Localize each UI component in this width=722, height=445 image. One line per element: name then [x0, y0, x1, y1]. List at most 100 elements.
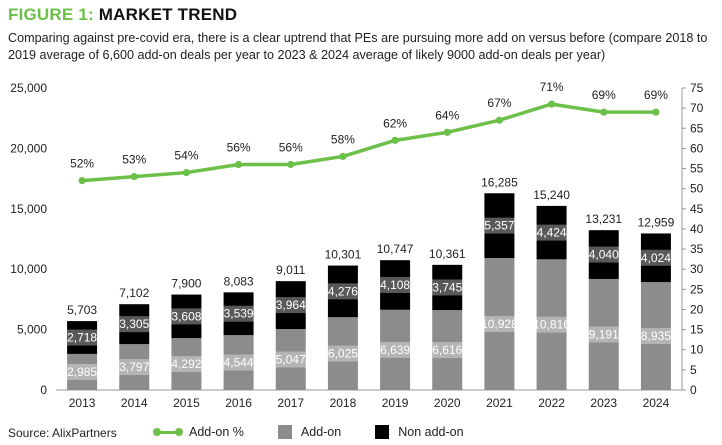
y-right-tick-label: 65	[690, 121, 704, 135]
x-tick-label: 2022	[538, 396, 565, 410]
data-label-nonaddon-box	[427, 279, 467, 296]
line-addon-pct	[81, 102, 656, 183]
data-label-addon-box	[323, 345, 363, 362]
line-point-addon-pct	[339, 152, 347, 161]
data-label-total: 10,301	[325, 248, 362, 262]
data-label-total: 10,747	[377, 242, 414, 256]
data-label-nonaddon-box	[62, 329, 102, 346]
y-left-tick-label: 0	[40, 383, 47, 397]
y-right-tick-label: 30	[690, 262, 704, 276]
data-label-nonaddon-box	[532, 224, 572, 241]
data-label-total: 8,083	[224, 274, 254, 288]
data-label-nonaddon-box	[219, 305, 259, 322]
y-right-tick-label: 15	[690, 323, 704, 337]
bar-nonaddon	[119, 304, 150, 345]
data-label-addon-box	[584, 326, 624, 343]
y-left-tick-label: 10,000	[10, 262, 47, 276]
data-label-addon: 10,928	[481, 317, 518, 331]
legend-label-addon: Add-on	[300, 425, 342, 439]
y-right-tick-label: 5	[690, 363, 697, 377]
x-tick-label: 2019	[382, 396, 409, 410]
bar-addon	[327, 317, 358, 390]
data-label-nonaddon: 3,745	[432, 280, 462, 294]
bar-addon	[588, 278, 619, 390]
data-label-addon: 8,935	[641, 329, 671, 343]
legend-label-addon-pct: Add-on %	[189, 425, 244, 439]
bar-addon	[536, 259, 567, 390]
data-label-addon: 4,292	[171, 357, 201, 371]
data-label-addon-box	[271, 351, 311, 368]
data-label-pct: 52%	[70, 157, 94, 171]
data-label-pct: 56%	[227, 141, 251, 155]
x-tick-label: 2021	[486, 396, 513, 410]
y-left-tick-label: 25,000	[10, 81, 47, 95]
data-label-addon-box	[219, 354, 259, 371]
title-main: MARKET TREND	[98, 5, 238, 24]
chart-legend: Add-on % Add-on Non add-on	[153, 425, 498, 439]
x-tick-label: 2015	[173, 396, 200, 410]
data-label-nonaddon: 2,718	[67, 331, 97, 345]
data-label-addon: 3,797	[119, 360, 149, 374]
x-tick-label: 2024	[643, 396, 670, 410]
data-label-addon-box	[114, 359, 154, 376]
bar-nonaddon	[327, 265, 358, 318]
data-label-nonaddon: 3,305	[119, 317, 149, 331]
legend-item-nonaddon: Non add-on	[375, 425, 464, 439]
data-label-pct: 67%	[487, 96, 511, 110]
x-tick-label: 2017	[277, 396, 304, 410]
y-left-tick-label: 15,000	[10, 202, 47, 216]
data-label-pct: 64%	[435, 108, 459, 122]
bar-nonaddon	[588, 230, 619, 279]
bar-nonaddon	[171, 294, 202, 339]
chart-title: FIGURE 1: MARKET TREND	[8, 5, 237, 25]
y-left-tick-label: 5,000	[17, 323, 47, 337]
data-label-addon-box	[528, 316, 575, 333]
legend-swatch-nonaddon	[375, 425, 390, 439]
data-label-nonaddon: 4,040	[589, 248, 619, 262]
y-right-tick-label: 35	[690, 242, 704, 256]
data-label-addon-box	[476, 315, 523, 332]
x-tick-label: 2014	[121, 396, 148, 410]
bar-nonaddon	[275, 281, 306, 330]
x-tick-label: 2016	[225, 396, 252, 410]
data-label-total: 10,361	[429, 247, 466, 261]
line-point-addon-pct	[495, 116, 504, 124]
bar-addon	[171, 338, 202, 390]
data-label-pct: 62%	[383, 116, 407, 130]
y-right-tick-label: 55	[690, 162, 704, 176]
x-tick-label: 2020	[434, 396, 461, 410]
y-left-tick-label: 20,000	[10, 141, 47, 155]
data-label-pct: 54%	[174, 149, 198, 163]
data-label-nonaddon: 5,357	[484, 219, 514, 233]
y-right-tick-label: 45	[690, 202, 704, 216]
bar-addon	[223, 335, 254, 390]
bar-nonaddon	[432, 264, 463, 311]
y-right-tick-label: 10	[690, 343, 704, 357]
data-label-nonaddon-box	[271, 297, 311, 314]
bar-addon	[432, 310, 463, 390]
y-right-tick-label: 40	[690, 222, 704, 236]
bar-addon	[484, 257, 515, 390]
data-label-addon-box	[427, 342, 467, 359]
bar-nonaddon	[484, 193, 515, 258]
y-right-tick-label: 25	[690, 282, 704, 296]
data-label-total: 13,231	[585, 212, 622, 226]
data-label-addon: 6,639	[380, 343, 410, 357]
data-label-nonaddon-box	[584, 246, 624, 263]
bar-nonaddon	[640, 233, 671, 283]
source-note: Source: AlixPartners	[8, 426, 117, 440]
legend-item-addon: Add-on	[277, 425, 342, 439]
data-label-addon: 6,025	[328, 347, 358, 361]
data-label-addon-box	[375, 341, 415, 358]
data-label-total: 7,900	[171, 277, 201, 291]
x-tick-label: 2013	[69, 396, 96, 410]
line-point-addon-pct	[443, 128, 451, 136]
y-right-tick-label: 60	[690, 141, 704, 155]
line-point-addon-pct	[78, 177, 86, 185]
data-label-total: 9,011	[276, 263, 305, 277]
data-label-pct: 71%	[540, 80, 564, 94]
data-label-nonaddon-box	[166, 308, 206, 325]
y-right-tick-label: 50	[690, 182, 704, 196]
y-right-tick-label: 70	[690, 101, 704, 115]
